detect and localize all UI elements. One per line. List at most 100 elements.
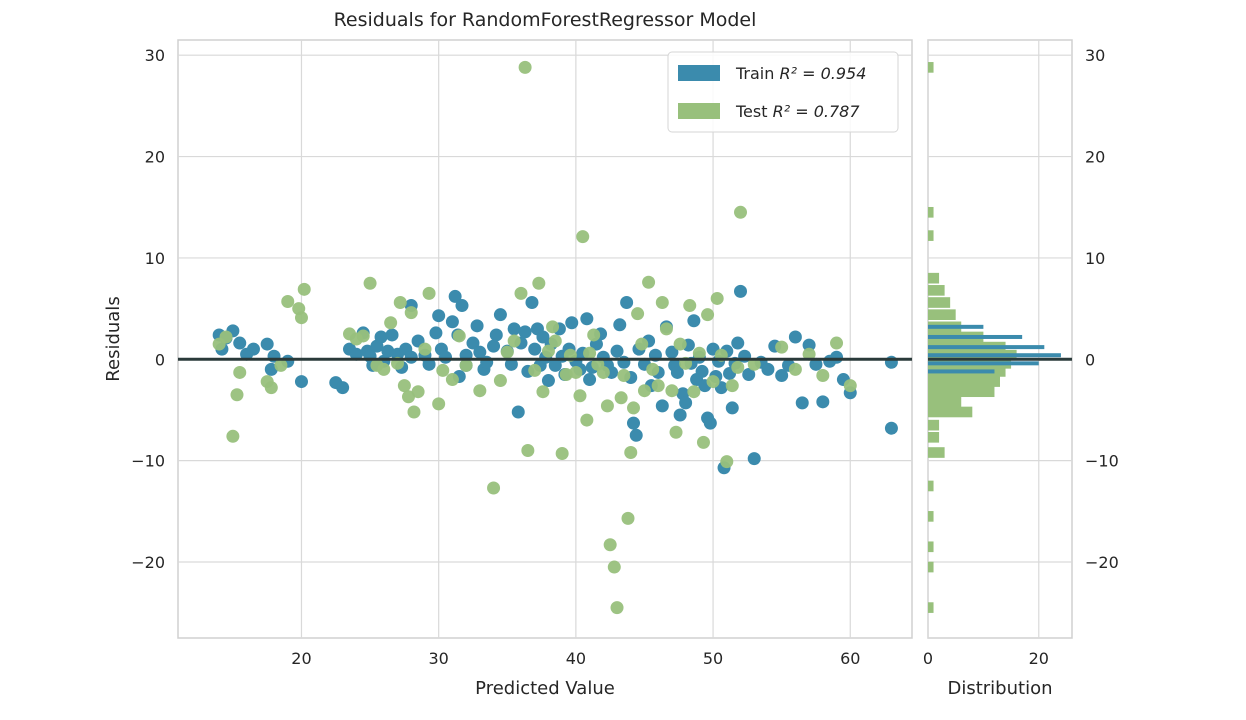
train-point xyxy=(260,337,274,351)
test-point xyxy=(701,308,715,322)
test-point xyxy=(683,299,697,313)
test-point xyxy=(651,379,665,393)
hist-bar-test xyxy=(928,602,934,613)
train-point xyxy=(336,381,350,395)
train-point xyxy=(629,428,643,442)
train-point xyxy=(294,375,308,389)
test-point xyxy=(401,390,415,404)
test-point xyxy=(219,330,233,344)
train-point xyxy=(695,364,709,378)
train-point xyxy=(742,367,756,381)
test-point xyxy=(507,334,521,348)
test-point xyxy=(363,276,377,290)
train-point xyxy=(626,416,640,430)
test-point xyxy=(637,384,651,398)
hist-bar-test xyxy=(928,480,934,492)
test-point xyxy=(555,447,569,461)
test-point xyxy=(573,389,587,403)
test-point xyxy=(473,384,487,398)
train-point xyxy=(620,296,634,310)
test-point xyxy=(775,340,789,354)
test-point xyxy=(621,511,635,525)
test-point xyxy=(356,329,370,343)
test-point xyxy=(576,230,590,244)
test-point xyxy=(734,205,748,219)
train-point xyxy=(687,314,701,328)
test-point xyxy=(521,443,535,457)
hist-bar-train xyxy=(928,345,1045,350)
train-point xyxy=(731,336,745,350)
hist-bar-test xyxy=(928,297,951,308)
train-point xyxy=(233,336,247,350)
train-point xyxy=(665,345,679,359)
train-point xyxy=(670,365,684,379)
hist-bar-train xyxy=(928,334,1023,339)
distribution-axis-label: Distribution xyxy=(947,678,1052,699)
test-point xyxy=(407,405,421,419)
train-point xyxy=(487,339,501,353)
test-point xyxy=(626,401,640,415)
hist-bar-test xyxy=(928,561,934,573)
hist-bar-test xyxy=(928,285,945,296)
test-point xyxy=(294,311,308,325)
test-point xyxy=(655,296,669,310)
y-axis-label: Residuals xyxy=(103,296,124,381)
test-point xyxy=(541,344,555,358)
train-point xyxy=(679,396,693,410)
train-point xyxy=(580,312,594,326)
y-tick-label: 20 xyxy=(145,148,165,167)
train-point xyxy=(747,452,761,466)
test-point xyxy=(669,425,683,439)
train-point xyxy=(788,330,802,344)
train-point xyxy=(466,336,480,350)
test-point xyxy=(445,373,459,387)
train-point xyxy=(525,296,539,310)
legend-box xyxy=(667,51,899,133)
hist-y-tick-label: 30 xyxy=(1085,46,1105,65)
train-point xyxy=(816,395,830,409)
y-tick-label: 30 xyxy=(145,46,165,65)
test-point xyxy=(720,455,734,469)
hist-bar-test xyxy=(928,511,934,522)
test-point xyxy=(459,358,473,372)
hist-y-tick-label: −10 xyxy=(1085,452,1119,471)
train-point xyxy=(385,328,399,342)
train-point xyxy=(802,338,816,352)
train-point xyxy=(404,350,418,364)
test-point xyxy=(635,337,649,351)
train-point xyxy=(884,355,898,369)
test-point xyxy=(816,368,830,382)
hist-bar-test xyxy=(928,406,973,418)
train-point xyxy=(507,322,521,336)
hist-y-tick-label: −20 xyxy=(1085,553,1119,572)
train-point xyxy=(775,368,789,382)
test-point xyxy=(500,345,514,359)
test-point xyxy=(569,365,583,379)
train-point xyxy=(445,315,459,329)
tick-labels: 20 30 40 50 60 −20 −20 −10 −10 0 0 10 10 20 20 30 30 0 20 xyxy=(131,46,1119,668)
test-point xyxy=(580,413,594,427)
train-point xyxy=(884,421,898,435)
hist-bar-train xyxy=(928,324,984,329)
test-point xyxy=(725,379,739,393)
test-point xyxy=(692,346,706,360)
test-point xyxy=(432,397,446,411)
x-tick-label: 30 xyxy=(428,649,448,668)
train-point xyxy=(703,416,717,430)
train-point xyxy=(734,284,748,298)
legend: Train R² = 0.954 Test R² = 0.787 xyxy=(667,51,899,133)
train-point xyxy=(610,344,624,358)
test-point xyxy=(642,275,656,289)
test-point xyxy=(536,385,550,399)
test-point xyxy=(687,385,701,399)
test-point xyxy=(384,316,398,330)
test-point xyxy=(587,328,601,342)
train-point xyxy=(439,350,453,364)
legend-train-label: Train R² = 0.954 xyxy=(735,64,866,83)
test-point xyxy=(233,365,247,379)
y-tick-label: 0 xyxy=(155,350,165,369)
hist-x-tick-label: 0 xyxy=(923,649,933,668)
test-point xyxy=(747,357,761,371)
